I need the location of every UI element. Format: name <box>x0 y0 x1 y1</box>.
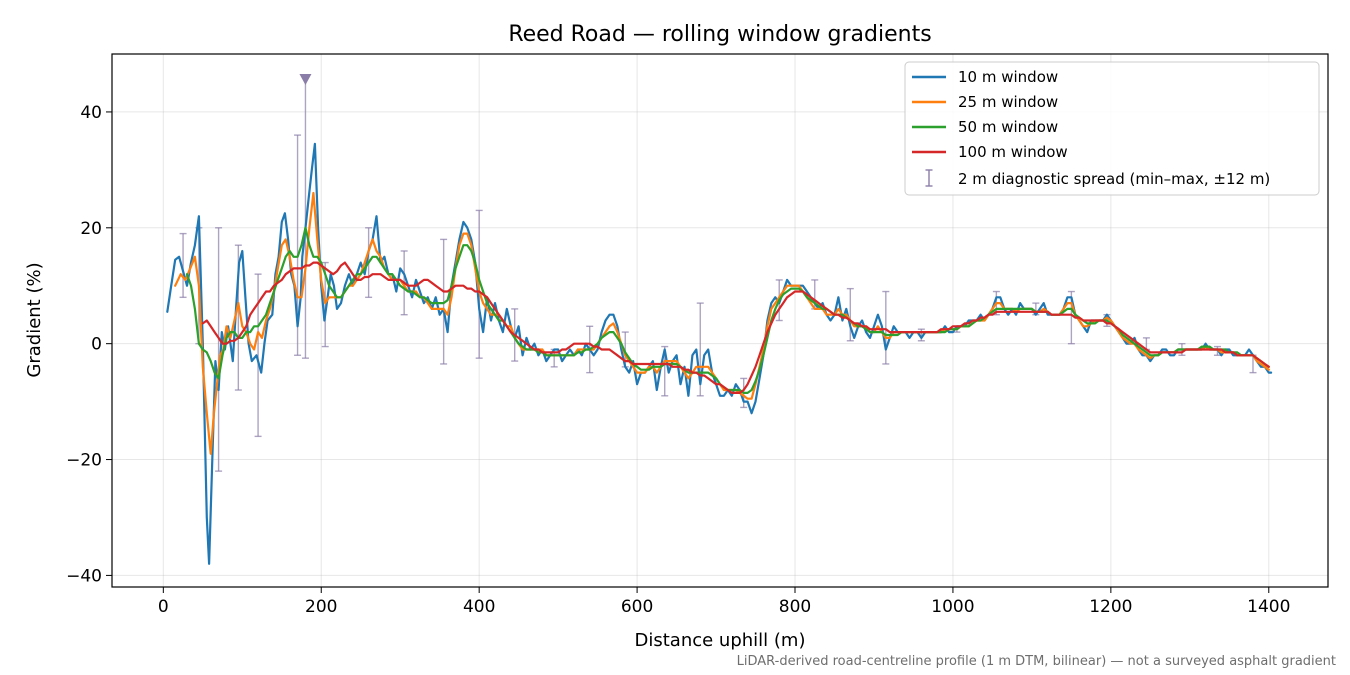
spread-errorbar <box>440 238 448 365</box>
footnote: LiDAR-derived road-centreline profile (1… <box>737 654 1336 669</box>
plot-frame <box>111 53 1329 588</box>
x-tick-label: 800 <box>779 597 811 617</box>
chart-title: Reed Road — rolling window gradients <box>508 22 931 47</box>
series-line-4 <box>201 261 1270 394</box>
y-tick-label: −20 <box>66 451 102 471</box>
x-tick-label: 1200 <box>1089 597 1132 617</box>
y-axis-ticks: −40 −20 0 20 40 <box>66 103 112 586</box>
y-tick-label: 20 <box>80 219 102 239</box>
spread-errorbar <box>846 287 854 342</box>
spread-errorbar <box>882 290 890 365</box>
legend-swatch-spread <box>925 169 933 187</box>
legend-box <box>904 61 1320 196</box>
spread-errorbar <box>475 209 483 359</box>
spread-errorbar <box>215 227 223 472</box>
legend-label-10m: 10 m window <box>958 68 1058 86</box>
x-tick-label: 0 <box>158 597 169 617</box>
legend-label-spread: 2 m diagnostic spread (min–max, ±12 m) <box>958 170 1270 188</box>
legend-label-25m: 25 m window <box>958 93 1058 111</box>
clipped-spread-marker <box>299 74 312 85</box>
legend-label-100m: 100 m window <box>958 143 1068 161</box>
y-axis-label: Gradient (%) <box>24 262 45 377</box>
spread-errorbar <box>179 232 187 299</box>
x-tick-label: 1000 <box>931 597 974 617</box>
x-tick-label: 200 <box>305 597 337 617</box>
x-axis-label: Distance uphill (m) <box>635 630 806 651</box>
x-tick-label: 1400 <box>1247 597 1290 617</box>
legend: 10 m window 25 m window 50 m window 100 … <box>904 61 1320 196</box>
x-axis-ticks: 0 200 400 600 800 1000 1200 1400 <box>158 587 1290 617</box>
series-lines <box>166 142 1273 565</box>
y-tick-label: −40 <box>66 566 102 586</box>
legend-label-50m: 50 m window <box>958 118 1058 136</box>
x-tick-label: 600 <box>621 597 653 617</box>
y-tick-label: 40 <box>80 103 102 123</box>
y-tick-label: 0 <box>91 335 102 355</box>
x-tick-label: 400 <box>463 597 495 617</box>
